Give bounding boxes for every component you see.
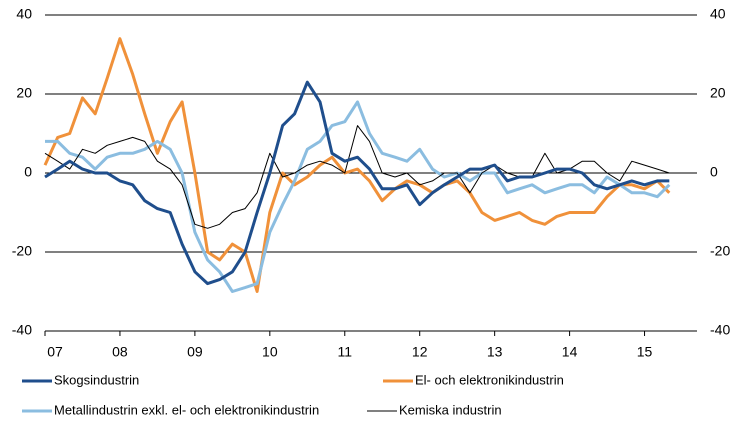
series-line <box>43 37 671 293</box>
legend-label: El- och elektronikindustrin <box>415 372 564 387</box>
y-tick-label: -20 <box>12 243 32 259</box>
x-tick-label: 07 <box>47 344 63 360</box>
y2-tick-label: -20 <box>710 243 730 259</box>
y2-tick-label: 20 <box>710 85 726 101</box>
x-tick-label: 15 <box>637 344 653 360</box>
legend: Skogsindustrin El- och elektronikindustri… <box>22 372 564 417</box>
y2-tick-label: 0 <box>710 164 718 180</box>
y-tick-label: -40 <box>12 322 32 338</box>
x-tick-label: 08 <box>112 344 128 360</box>
x-tick-label: 12 <box>412 344 428 360</box>
series-line <box>44 80 670 286</box>
y-tick-label: 40 <box>16 6 32 22</box>
x-tick-label: 13 <box>487 344 503 360</box>
y2-tick-label: -40 <box>710 322 730 338</box>
legend-label: Skogsindustrin <box>54 372 139 387</box>
x-tick-label: 10 <box>262 344 278 360</box>
y2-tick-label: 40 <box>710 6 726 22</box>
series-line <box>45 100 671 293</box>
y-tick-label: 0 <box>24 164 32 180</box>
x-tick-label: 11 <box>337 344 352 360</box>
legend-label: Metallindustrin exkl. el- och elektronik… <box>54 402 319 417</box>
legend-label: Kemiska industrin <box>399 402 502 417</box>
x-tick-label: 09 <box>187 344 203 360</box>
x-tick-label: 14 <box>562 344 578 360</box>
y-tick-label: 20 <box>16 85 32 101</box>
